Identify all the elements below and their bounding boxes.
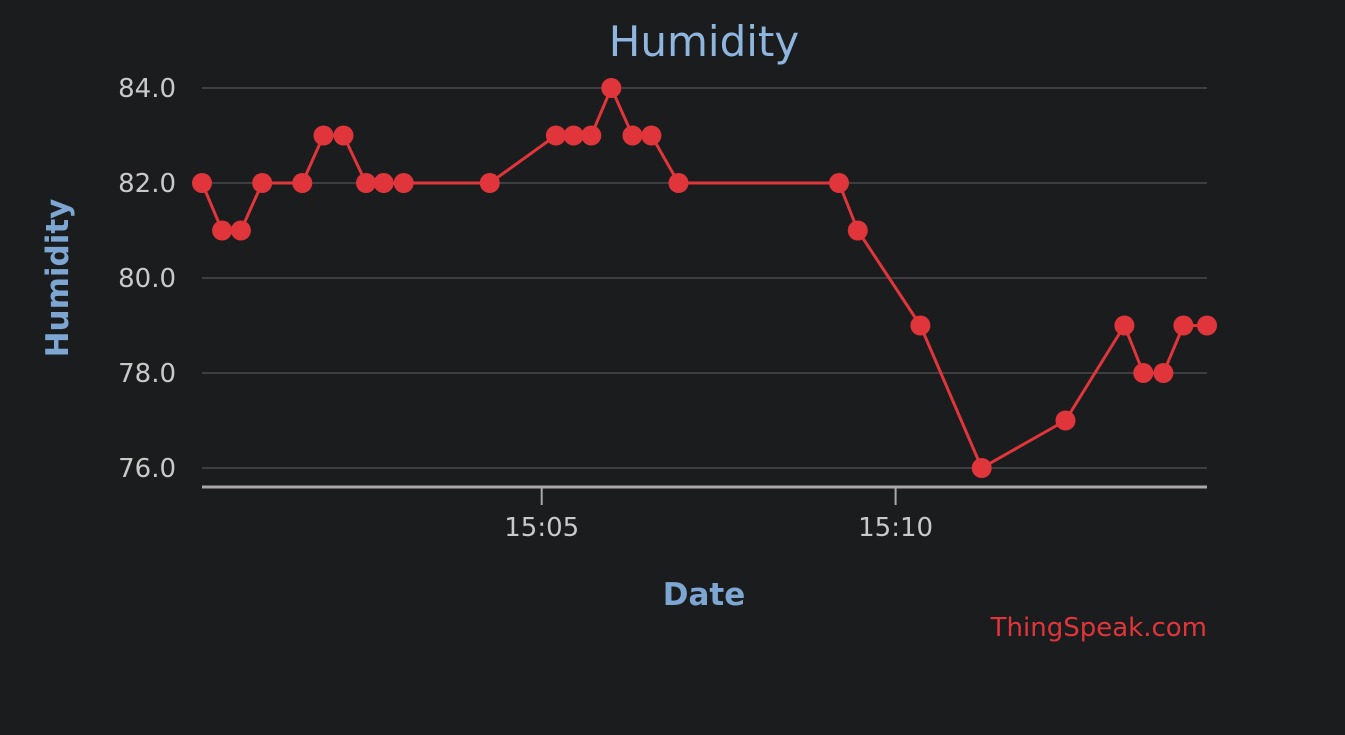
data-point-8[interactable]: [373, 173, 394, 193]
data-point-19[interactable]: [847, 220, 868, 241]
humidity-series-line: [200, 86, 1207, 470]
data-point-12[interactable]: [563, 125, 584, 146]
data-point-20[interactable]: [910, 315, 931, 336]
data-point-14[interactable]: [601, 78, 622, 98]
y-axis-ticks: 84.0 82.0 80.0 78.0 76.0: [118, 74, 176, 484]
data-point-1[interactable]: [212, 220, 233, 241]
y-tick-label-1: 82.0: [118, 169, 176, 199]
data-point-13[interactable]: [581, 125, 602, 146]
data-point-9[interactable]: [393, 173, 414, 193]
x-tick-label-0: 15:05: [504, 513, 579, 543]
data-point-23[interactable]: [1114, 315, 1135, 336]
data-point-0[interactable]: [192, 173, 212, 193]
data-point-15[interactable]: [622, 125, 643, 146]
data-point-3[interactable]: [252, 173, 273, 193]
data-point-27[interactable]: [1197, 315, 1217, 336]
chart-title: Humidity: [609, 17, 799, 66]
thingspeak-credit-link[interactable]: ThingSpeak.com: [990, 613, 1207, 643]
data-point-11[interactable]: [545, 125, 566, 146]
data-point-25[interactable]: [1153, 363, 1174, 383]
data-point-7[interactable]: [356, 173, 376, 193]
y-tick-label-3: 78.0: [118, 359, 176, 389]
x-tick-label-1: 15:10: [858, 513, 933, 543]
data-point-10[interactable]: [479, 173, 500, 193]
data-point-24[interactable]: [1133, 363, 1154, 383]
data-point-22[interactable]: [1055, 410, 1076, 431]
data-point-26[interactable]: [1173, 315, 1194, 336]
x-axis-title: Date: [663, 577, 746, 613]
y-tick-label-4: 76.0: [118, 454, 176, 484]
data-point-18[interactable]: [829, 173, 849, 193]
y-axis-title: Humidity: [40, 199, 76, 358]
humidity-data-points: [192, 78, 1217, 478]
data-point-6[interactable]: [333, 125, 354, 146]
data-point-16[interactable]: [641, 125, 662, 146]
data-point-2[interactable]: [230, 220, 251, 241]
x-axis-ticks: 15:05 15:10: [504, 487, 933, 543]
y-tick-label-0: 84.0: [118, 74, 176, 104]
data-point-5[interactable]: [313, 125, 334, 146]
data-point-21[interactable]: [971, 458, 992, 478]
grid-lines: [202, 87, 1207, 469]
data-point-4[interactable]: [292, 173, 313, 193]
y-tick-label-2: 80.0: [118, 264, 176, 294]
data-point-17[interactable]: [668, 173, 689, 193]
